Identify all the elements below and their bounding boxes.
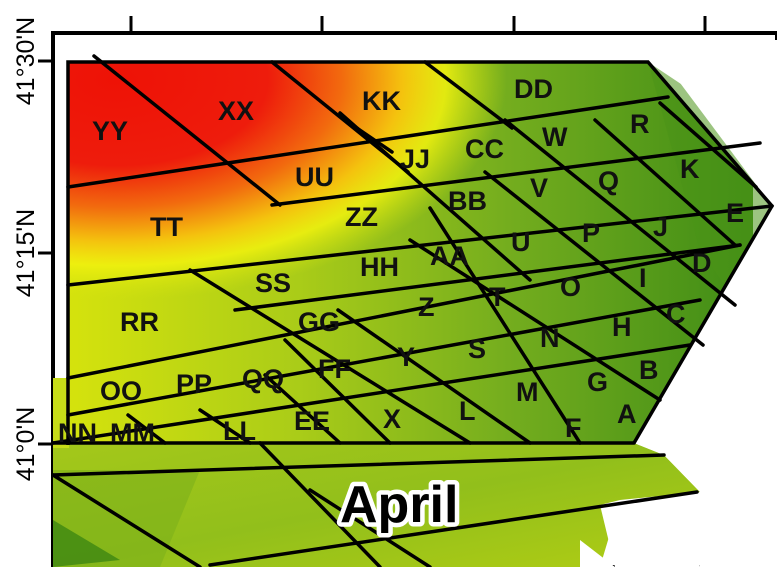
zone-label: E: [726, 198, 744, 228]
zone-label: MM: [110, 418, 155, 448]
zone-label: DD: [514, 74, 553, 104]
zone-label: A: [617, 399, 637, 429]
zone-label: H: [612, 312, 632, 342]
mask-right-top: [648, 40, 777, 206]
zone-label: Z: [418, 292, 435, 322]
zone-label: AA: [430, 241, 469, 271]
zone-label: U: [511, 227, 531, 257]
zone-label: EE: [294, 406, 330, 436]
zone-label: F: [565, 413, 582, 443]
x-axis-ticks: [129, 16, 707, 33]
zone-label: LL: [223, 416, 256, 446]
region-outline: [66, 60, 775, 445]
zone-label: Y: [397, 342, 415, 372]
zone-label: B: [639, 355, 659, 385]
zone-label: V: [530, 173, 548, 203]
zone-label: O: [560, 272, 581, 302]
zone-label: OO: [100, 376, 142, 406]
zone-label: SS: [255, 268, 291, 298]
zone-label: I: [639, 263, 647, 293]
zone-label: XX: [218, 96, 254, 126]
mask-top: [68, 40, 648, 56]
zone-label: R: [630, 109, 650, 139]
zone-label: TT: [150, 212, 183, 242]
map-title: April: [340, 476, 458, 534]
zone-label: D: [692, 248, 712, 278]
zone-label: KK: [362, 86, 401, 116]
zone-label: QQ: [242, 364, 284, 394]
zone-label: N: [540, 323, 560, 353]
zone-label: S: [468, 334, 486, 364]
y-label-41-30: 41°30'N: [12, 17, 40, 105]
zone-label: UU: [295, 162, 334, 192]
zone-label: YY: [92, 116, 128, 146]
zone-label: GG: [298, 307, 340, 337]
y-label-41-0: 41°0'N: [12, 407, 40, 482]
zone-label: NN: [58, 418, 97, 448]
y-label-41-15: 41°15'N: [12, 209, 40, 297]
zone-label: P: [582, 218, 600, 248]
zone-label: W: [542, 122, 568, 152]
zone-label: BB: [448, 186, 487, 216]
zone-label: L: [459, 396, 476, 426]
zone-label: RR: [120, 307, 159, 337]
zone-label: ZZ: [345, 202, 378, 232]
zone-label: G: [587, 367, 608, 397]
zone-labels: YY XX KK DD R W CC JJ UU K Q V BB ZZ TT …: [58, 74, 744, 448]
zone-label: K: [680, 154, 700, 184]
zone-label: JJ: [400, 144, 430, 174]
zone-label: Q: [598, 166, 619, 196]
zone-label: X: [383, 404, 401, 434]
zone-label: HH: [360, 252, 399, 282]
zone-label: J: [653, 212, 668, 242]
mask-right-bottom: [634, 206, 777, 567]
zone-label: C: [666, 299, 686, 329]
y-axis-ticks: [38, 59, 53, 446]
zone-label: PP: [176, 369, 212, 399]
zone-label: CC: [465, 134, 504, 164]
zone-label: FF: [318, 354, 351, 384]
plot-frame: [51, 31, 777, 567]
zone-label: T: [489, 282, 506, 312]
zone-label: M: [516, 377, 539, 407]
cell-grid-lines: [53, 54, 774, 567]
